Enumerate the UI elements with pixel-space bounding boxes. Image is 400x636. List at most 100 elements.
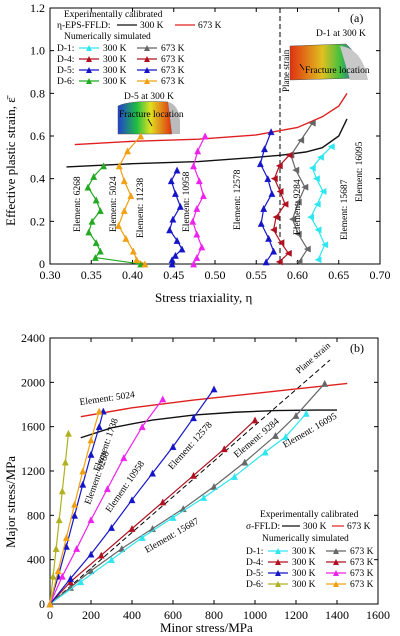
series-a-d-6-673-k-point: [194, 147, 202, 155]
element-label-a: Element: 12578: [233, 169, 243, 230]
series-a-d-6-300-k-point: [88, 217, 96, 225]
y-tick-label-b: 800: [27, 508, 45, 522]
legend-b-header2: Numerically simulated: [262, 534, 349, 544]
x-tick-label-b: 800: [205, 608, 223, 622]
series-b-d-6-673-k-line: [49, 398, 164, 605]
series-a-d-4-673-k-point: [133, 256, 141, 264]
legend-row-300-marker: [275, 570, 281, 576]
panel-b-legend: Experimentally calibrated σ-FFLD: 300 K …: [246, 510, 374, 590]
plane-strain-label: Plane strain: [281, 49, 291, 92]
legend-row-label: D-6:: [57, 77, 74, 87]
series-a-d-6-673-k-line: [192, 135, 206, 265]
x-tick-label-a: 0.45: [163, 268, 184, 282]
legend-row-label: D-4:: [57, 55, 74, 65]
series-a-d-6-300-k-point: [84, 183, 92, 191]
legend-row-673-marker: [333, 559, 339, 565]
series-b-d-4-673-k-point: [190, 471, 197, 479]
series-b-d-6-673-k-point: [120, 454, 128, 462]
series-b-d-5-300-k-point: [210, 385, 218, 393]
series-b-d-4-673-k-point: [128, 525, 136, 532]
legend-a-300-label: 300 K: [140, 21, 164, 31]
series-b-d-5-300-k-point: [169, 443, 177, 450]
inset-d5-fracture: Fracture location: [119, 110, 184, 120]
series-b-d-4-300-k-point: [62, 533, 70, 541]
x-tick-label-b: 1400: [325, 608, 349, 622]
series-a-d-4-673-k-point: [115, 222, 122, 229]
series-a-d-5-673-k-point: [171, 251, 179, 259]
legend-row-673-marker: [144, 67, 150, 73]
series-a-d-5-673-k-point: [173, 166, 181, 174]
inset-d5-title: D-5 at 300 K: [124, 92, 174, 102]
series-a-d-6-673-k-point: [190, 162, 197, 170]
series-b-d-5-300-k-point: [128, 496, 136, 504]
series-a-d-5-300-k-point: [257, 219, 265, 227]
inset-d1-die: [340, 46, 368, 80]
series-a-d-6-300-k-point: [100, 162, 108, 170]
element-label-a: Element: 5024: [109, 176, 119, 232]
series-a-d-1-673-k-point: [294, 198, 302, 206]
series-b-d-1-673-k-point: [210, 482, 218, 490]
x-tick-label-a: 0.50: [205, 268, 226, 282]
x-tick-label-a: 0.55: [246, 268, 267, 282]
x-tick-label-b: 400: [123, 608, 141, 622]
series-b-673-k-line: [80, 382, 348, 418]
series-b-d-6-673-k-point: [73, 545, 81, 552]
legend-b-model-label: σ-FFLD:: [246, 522, 280, 532]
panel-b-series: [46, 379, 348, 608]
series-b-300-k-line: [80, 409, 337, 439]
series-b-d-1-300-k-point: [200, 494, 208, 501]
series-b-d-1-673-k-point: [292, 412, 300, 419]
series-b-d-4-673-k-point: [220, 445, 228, 453]
series-b-d-4-300-k-point: [54, 567, 62, 575]
y-tick-label-a: 0.8: [30, 86, 45, 100]
legend-b-header1: Experimentally calibrated: [260, 510, 359, 520]
legend-row-300-label: 300 K: [292, 580, 316, 590]
element-label-a: Element: 6268: [73, 176, 83, 232]
panel-a-label: (a): [350, 11, 363, 25]
plane-strain-label-b: Plane strain: [294, 340, 333, 376]
series-a-d-1-300-k-point: [321, 241, 329, 249]
series-b-d-5-300-k-point: [108, 523, 115, 531]
series-b-d-1-673-k-point: [241, 458, 249, 466]
legend-a-673-label: 673 K: [198, 21, 222, 31]
series-a-d-5-673-k-point: [176, 202, 184, 210]
legend-row-673-label: 673 K: [350, 558, 374, 568]
legend-row-label: D-5:: [246, 569, 263, 579]
x-tick-label-b: 200: [82, 608, 100, 622]
inset-d1-fracture: Fracture location: [305, 66, 370, 76]
y-tick-label-b: 400: [27, 553, 45, 567]
inset-d1-arrow: [299, 63, 305, 71]
panel-b-label: (b): [350, 341, 364, 355]
element-label-a: Element: 16095: [355, 141, 365, 202]
series-b-d-4-673-k-point: [159, 498, 167, 506]
inset-d1-title: D-1 at 300 K: [316, 29, 366, 39]
series-a-d-5-300-k-point: [267, 128, 275, 136]
panel-a-series: [66, 92, 348, 268]
legend-row-300-label: 300 K: [103, 77, 127, 87]
series-a-d-4-300-k-point: [270, 175, 278, 183]
legend-a-model-label: η-EPS-FFLD:: [57, 21, 111, 31]
series-b-d-1-673-k-point: [272, 431, 279, 439]
legend-row-label: D-1:: [246, 547, 263, 557]
x-tick-label-b: 0: [47, 608, 53, 622]
element-label-b: Element: 5024: [79, 390, 136, 408]
series-b-d-1-300-k-point: [169, 514, 177, 521]
series-a-d-1-673-k-point: [295, 258, 303, 266]
series-a-d-1-673-k-point: [292, 166, 300, 174]
legend-a-header1: Experimentally calibrated: [64, 10, 163, 20]
legend-row-300-label: 300 K: [292, 569, 316, 579]
legend-row-300-marker: [275, 581, 281, 587]
series-a-d-6-673-k-point: [193, 204, 201, 212]
series-a-d-1-673-k-line: [290, 122, 313, 263]
inset-d5-specimen: [117, 101, 173, 135]
series-a-d-4-673-k-point: [129, 247, 137, 255]
series-a-d-4-300-k-point: [277, 239, 285, 247]
element-label-a: Element: 10958: [182, 171, 192, 232]
legend-row-300-marker: [275, 548, 281, 554]
x-tick-label-a: 0.35: [81, 268, 102, 282]
series-b-d-4-673-k-point: [251, 416, 259, 424]
inset-d5-arrow: [147, 118, 153, 127]
x-tick-label-b: 600: [164, 608, 182, 622]
